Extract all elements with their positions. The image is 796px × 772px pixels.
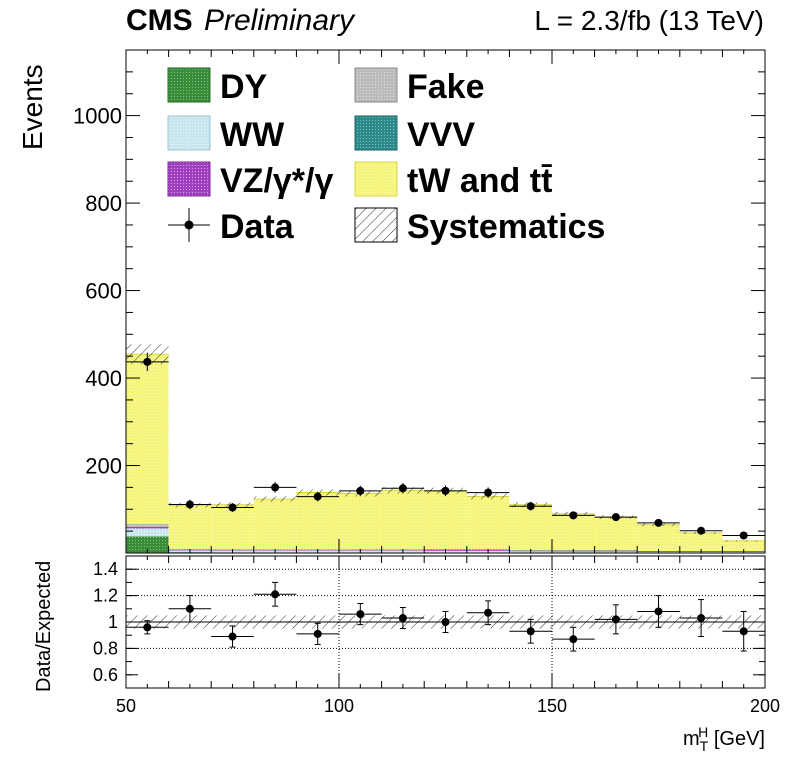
systematics-band (253, 496, 297, 502)
legend-label: Data (220, 208, 295, 246)
bar-twandtt (339, 493, 382, 550)
ratio-point (356, 610, 365, 619)
legend-label: WW (220, 116, 285, 154)
x-tick-label: 200 (750, 696, 780, 716)
x-axis-label: mTH [GeV] (683, 724, 765, 754)
legend-label: Fake (407, 68, 485, 106)
bar-twandtt (424, 490, 467, 549)
bar-vvv (126, 524, 169, 525)
systematics-band (722, 540, 765, 542)
bar-twandtt (211, 504, 254, 550)
y-tick-label: 1000 (73, 104, 122, 129)
bar-ww (126, 528, 169, 537)
ratio-point (313, 629, 322, 638)
ratio-y-tick-label: 0.8 (93, 638, 118, 658)
bar-twandtt (296, 492, 339, 550)
bar-twandtt (594, 517, 638, 551)
bar-vz (126, 526, 169, 529)
ratio-y-tick-label: 1.4 (93, 559, 118, 579)
ratio-point (739, 627, 748, 636)
ratio-point (569, 635, 578, 644)
ratio-point (611, 615, 620, 624)
legend-swatch-vvv (354, 115, 398, 151)
data-point (228, 503, 237, 512)
ratio-point (271, 590, 280, 599)
data-point (654, 518, 663, 527)
data-point (185, 500, 194, 509)
ratio-point (654, 607, 663, 616)
legend-label: DY (220, 68, 268, 106)
bar-fake (126, 524, 169, 527)
legend-swatch-vz (167, 161, 211, 197)
data-point (569, 511, 578, 520)
ratio-y-tick-label: 0.6 (93, 665, 118, 685)
ratio-point (143, 623, 152, 632)
status-label: Preliminary (204, 4, 356, 37)
y-tick-label: 600 (85, 279, 122, 304)
data-point (484, 488, 493, 497)
ratio-point (697, 614, 706, 623)
ratio-y-axis-label: Data/Expected (33, 561, 55, 692)
main-panel: 200 400 600 800 1000 (73, 49, 766, 554)
y-tick-label: 800 (85, 191, 122, 216)
y-tick-label: 200 (85, 454, 122, 479)
ratio-y-tick-label: 1 (108, 612, 118, 632)
bar-twandtt (253, 499, 297, 550)
data-point (526, 502, 535, 511)
luminosity-label: L = 2.3/fb (13 TeV) (534, 5, 764, 36)
data-point (313, 492, 322, 501)
data-point (398, 484, 407, 493)
data-point (441, 486, 450, 495)
legend-swatch-fake (354, 67, 398, 103)
legend-swatch-ww (167, 115, 211, 151)
x-tick-label: 50 (116, 696, 136, 716)
y-tick-label: 400 (85, 366, 122, 391)
legend-label: Systematics (407, 208, 605, 246)
bar-twandtt (126, 354, 169, 525)
data-point (356, 486, 365, 495)
legend-swatch-dy (167, 67, 211, 103)
data-point (271, 483, 280, 492)
data-point (611, 513, 620, 522)
bar-twandtt (637, 524, 680, 551)
bar-twandtt (552, 513, 595, 551)
bar-twandtt (722, 540, 765, 551)
legend: DY WW VZ/γ*/γ Data Fake VVV tW and tt̄ Systemat… (167, 67, 605, 246)
ratio-point (398, 614, 407, 623)
experiment-label: CMS (126, 4, 193, 37)
x-tick-label: 100 (324, 696, 354, 716)
x-axis-label-sub: T (700, 738, 709, 754)
data-point (739, 531, 748, 540)
x-axis-label-sup: H (698, 724, 708, 740)
legend-label: VVV (407, 116, 475, 154)
bar-dy (126, 536, 169, 553)
legend-label: tW and tt̄ (407, 162, 553, 200)
bar-twandtt (168, 505, 212, 549)
bar-twandtt (381, 490, 425, 550)
x-axis-label-main: m (683, 728, 700, 750)
data-point (697, 526, 706, 535)
bar-twandtt (679, 533, 723, 551)
ratio-point (526, 627, 535, 636)
x-axis-label-unit: [GeV] (708, 728, 765, 750)
main-y-axis-label: Events (17, 64, 48, 150)
ratio-y-tick-label: 1.2 (93, 586, 118, 606)
data-point (143, 357, 152, 366)
ratio-point (228, 632, 237, 641)
ratio-panel: 0.6 0.8 1 1.2 1.4 50 100 150 200 (93, 555, 780, 716)
ratio-point (441, 618, 450, 626)
legend-swatch-systematics (354, 207, 398, 243)
bar-twandtt (509, 504, 552, 550)
legend-swatch-twandtt (354, 161, 398, 197)
ratio-point (484, 608, 493, 617)
x-tick-label: 150 (537, 696, 567, 716)
bar-twandtt (466, 496, 510, 549)
legend-marker-data (184, 220, 194, 230)
legend-label: VZ/γ*/γ (220, 162, 333, 200)
ratio-point (185, 604, 194, 613)
